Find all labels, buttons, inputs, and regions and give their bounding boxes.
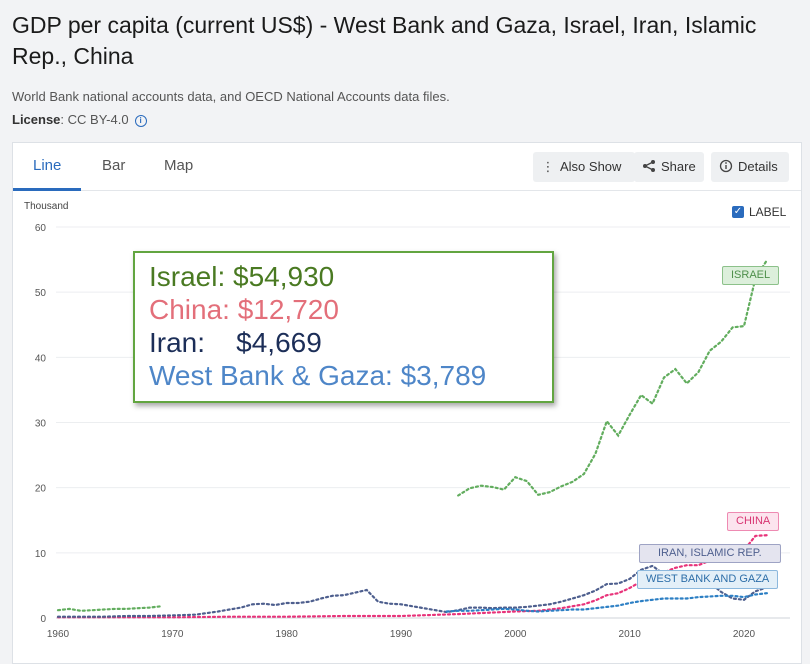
share-label: Share bbox=[661, 159, 696, 174]
series-label-israel: ISRAEL bbox=[722, 266, 780, 285]
y-axis-label: Thousand bbox=[24, 201, 68, 212]
series-line-israel bbox=[56, 605, 162, 612]
tab-line[interactable]: Line bbox=[33, 157, 62, 174]
x-tick-label: 2010 bbox=[619, 629, 642, 640]
y-tick-label: 0 bbox=[40, 614, 46, 625]
chart-tabs: Line Bar Map ⋮ Also Show Share Details bbox=[13, 143, 801, 191]
active-tab-indicator bbox=[13, 188, 81, 191]
tab-bar[interactable]: Bar bbox=[102, 157, 126, 174]
series-label-west-bank-gaza: WEST BANK AND GAZA bbox=[637, 570, 779, 589]
page-title: GDP per capita (current US$) - West Bank… bbox=[12, 12, 757, 69]
x-tick-label: 1980 bbox=[276, 629, 299, 640]
y-tick-label: 50 bbox=[35, 288, 47, 299]
series-label-china: CHINA bbox=[727, 512, 780, 531]
callout-israel: Israel: $54,930 bbox=[149, 261, 335, 292]
license-label: License bbox=[12, 112, 61, 127]
series-line-israel bbox=[457, 259, 768, 497]
license-value: : CC BY-4.0 bbox=[60, 112, 129, 127]
x-tick-label: 2000 bbox=[504, 629, 527, 640]
callout-west-bank-gaza: West Bank & Gaza: $3,789 bbox=[149, 360, 487, 391]
label-checkbox[interactable]: ✓ bbox=[732, 206, 744, 218]
callout-china: China: $12,720 bbox=[149, 294, 339, 325]
share-icon bbox=[642, 152, 656, 182]
license-row: License: CC BY-4.0 i bbox=[12, 112, 147, 127]
details-button[interactable]: Details bbox=[711, 152, 789, 182]
callout-iran: Iran: $4,669 bbox=[149, 327, 322, 358]
summary-callout: Israel: $54,930 China: $12,720 Iran: $4,… bbox=[133, 251, 554, 403]
x-tick-label: 2020 bbox=[733, 629, 756, 640]
x-tick-label: 1970 bbox=[161, 629, 184, 640]
y-tick-label: 10 bbox=[35, 549, 47, 560]
share-button[interactable]: Share bbox=[634, 152, 704, 182]
also-show-button[interactable]: ⋮ Also Show bbox=[533, 152, 635, 182]
details-label: Details bbox=[738, 159, 778, 174]
series-label-iran: IRAN, ISLAMIC REP. bbox=[639, 544, 781, 563]
label-toggle-text: LABEL bbox=[749, 205, 787, 219]
source-note: World Bank national accounts data, and O… bbox=[12, 89, 450, 104]
series-line-west-bank-and-gaza bbox=[445, 592, 768, 613]
info-circle-icon bbox=[719, 152, 733, 182]
x-tick-label: 1960 bbox=[47, 629, 70, 640]
info-icon[interactable]: i bbox=[134, 115, 147, 127]
y-tick-label: 40 bbox=[35, 353, 47, 364]
also-show-label: Also Show bbox=[560, 159, 622, 174]
y-tick-label: 20 bbox=[35, 484, 47, 495]
x-tick-label: 1990 bbox=[390, 629, 413, 640]
tab-map[interactable]: Map bbox=[164, 157, 194, 174]
y-tick-label: 30 bbox=[35, 419, 47, 430]
y-tick-label: 60 bbox=[35, 223, 47, 234]
more-vertical-icon: ⋮ bbox=[541, 159, 555, 174]
